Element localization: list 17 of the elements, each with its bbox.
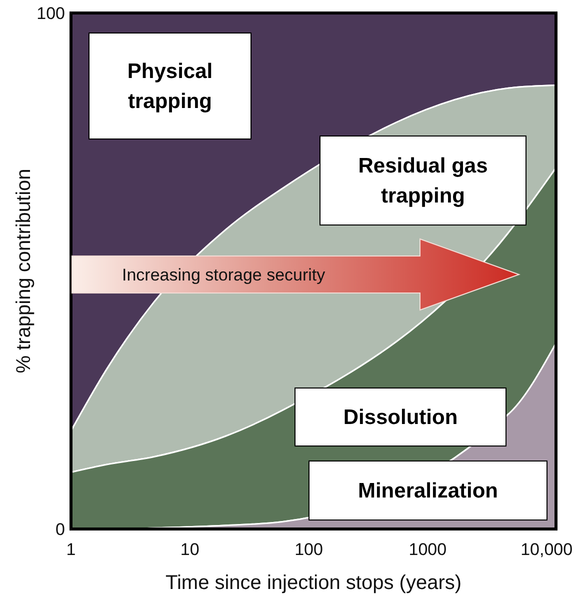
series-label: Dissolution xyxy=(343,406,458,429)
x-axis-title: Time since injection stops (years) xyxy=(165,572,462,594)
series-label: Residual gas trapping xyxy=(358,154,488,208)
series-label: Physical trapping xyxy=(127,60,213,113)
x-tick-label: 10 xyxy=(180,540,200,559)
label-box: Physical trapping xyxy=(88,32,252,140)
annotation: Increasing storage security xyxy=(122,266,326,284)
x-tick-label: 100 xyxy=(294,540,323,559)
series-label: Mineralization xyxy=(358,480,498,502)
x-tick-label: 10,000 xyxy=(520,540,573,559)
x-tick-label: 1 xyxy=(66,540,76,559)
label-box: Mineralization xyxy=(308,460,548,520)
y-tick-label: 0 xyxy=(56,520,65,539)
label-box: Dissolution xyxy=(294,388,506,446)
x-tick-label: 1000 xyxy=(408,540,447,559)
label-box: Residual gas trapping xyxy=(320,136,526,226)
y-axis-title: % trapping contribution xyxy=(13,168,35,374)
